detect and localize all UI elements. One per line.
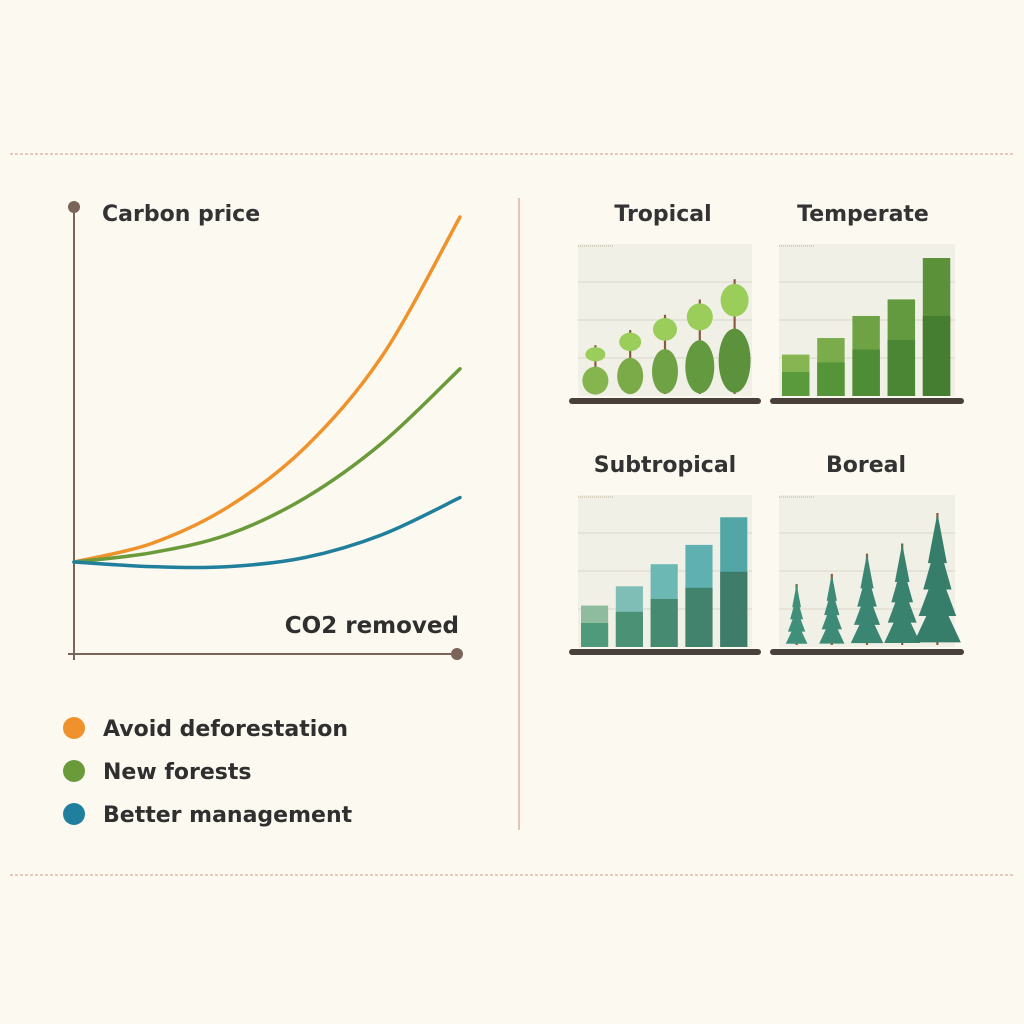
bar-4 (887, 299, 916, 396)
bar-1 (581, 605, 609, 647)
legend-item-new-forests: New forests (63, 760, 251, 785)
y-axis-end-dot (68, 201, 80, 213)
bar-3 (852, 315, 880, 396)
bar-2 (817, 338, 845, 396)
tree-2 (819, 573, 845, 645)
series-line-new-forests (72, 367, 462, 564)
x-axis-label: CO2 removed (285, 613, 459, 639)
tree-1 (582, 345, 609, 395)
bar-2 (615, 586, 643, 647)
panel-title-tropical: Tropical (614, 202, 711, 227)
tree-5 (913, 513, 961, 645)
legend-swatch-orange (63, 717, 85, 739)
panel-boreal (770, 495, 964, 655)
forest-type-panels (569, 244, 964, 655)
legend-swatch-blue (63, 803, 85, 825)
legend-label-better-management: Better management (103, 803, 353, 828)
panel-tropical (569, 244, 761, 404)
series-line-better-management (72, 495, 462, 570)
legend-swatch-green (63, 760, 85, 782)
bar-5 (922, 258, 951, 396)
legend-item-better-management: Better management (63, 803, 353, 828)
y-axis-label: Carbon price (102, 202, 260, 227)
panel-title-subtropical: Subtropical (594, 453, 736, 478)
legend-label-avoid-deforestation: Avoid deforestation (103, 717, 348, 742)
tree-5 (718, 279, 751, 394)
tree-2 (617, 330, 644, 395)
panel-temperate (770, 244, 964, 404)
tree-1 (785, 584, 808, 645)
bar-5 (720, 517, 748, 647)
tree-4 (685, 299, 715, 394)
panel-subtropical (569, 495, 761, 655)
tree-3 (850, 553, 884, 645)
tree-3 (652, 314, 678, 394)
bar-1 (782, 354, 810, 396)
tree-4 (884, 543, 921, 645)
panel-title-temperate: Temperate (797, 202, 929, 227)
legend-label-new-forests: New forests (103, 760, 251, 785)
bar-4 (685, 544, 713, 647)
bar-3 (650, 564, 678, 647)
carbon-price-chart: Carbon price CO2 removed (68, 201, 463, 660)
legend-item-avoid-deforestation: Avoid deforestation (63, 717, 348, 742)
series-line-avoid-deforestation (72, 215, 462, 564)
panel-title-boreal: Boreal (826, 453, 906, 478)
legend: Avoid deforestation New forests Better m… (63, 717, 353, 828)
x-axis-end-dot (451, 648, 463, 660)
